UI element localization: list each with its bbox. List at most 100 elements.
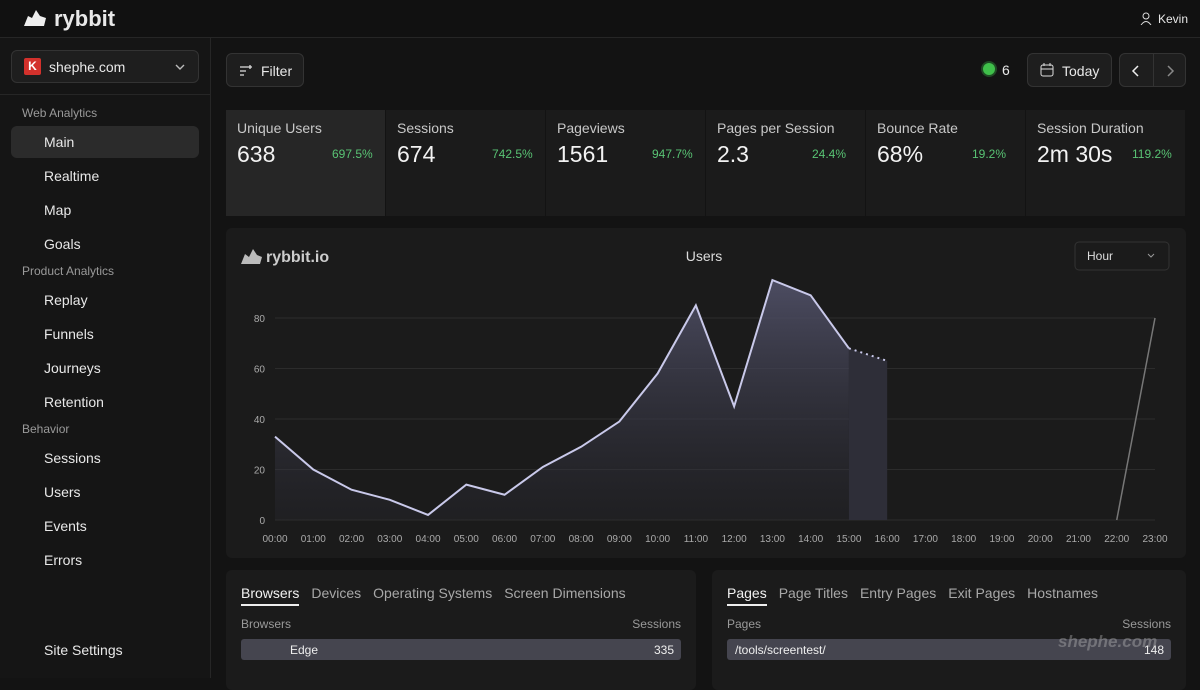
x-tick-label: 23:00 (1142, 534, 1167, 545)
nav-item[interactable]: Site Settings (11, 634, 199, 666)
nav-item[interactable]: Goals (11, 228, 199, 260)
row-value: 148 (1143, 643, 1164, 657)
row-label[interactable]: /tools/screentest/ (735, 643, 826, 657)
chart-logo-icon (241, 249, 262, 264)
stat-value: 1561 (557, 141, 609, 167)
stat-card[interactable]: Session Duration 2m 30s 119.2% (1026, 110, 1186, 216)
tab[interactable]: Browsers (241, 585, 300, 606)
interval-select[interactable] (1074, 241, 1170, 271)
row-label[interactable]: Edge (290, 643, 319, 657)
metric-header: Sessions (632, 617, 681, 631)
stat-label: Sessions (397, 120, 454, 136)
stat-label: Bounce Rate (877, 120, 958, 136)
top-bar: rybbit Kevin (0, 0, 1200, 38)
stat-label: Session Duration (1037, 120, 1144, 136)
site-name: shephe.com (49, 59, 126, 75)
nav-item[interactable]: Replay (11, 284, 199, 316)
metric-header: Sessions (1122, 617, 1171, 631)
x-tick-label: 11:00 (684, 534, 709, 545)
stat-value: 2m 30s (1037, 141, 1113, 167)
nav-item[interactable]: Users (11, 476, 199, 508)
stat-change: 119.2% (1132, 147, 1172, 161)
x-tick-label: 09:00 (607, 534, 632, 545)
filter-label: Filter (261, 63, 293, 79)
nav-item[interactable]: Map (11, 194, 199, 226)
nav-item[interactable]: Main (11, 126, 199, 158)
tab[interactable]: Screen Dimensions (504, 585, 626, 601)
y-tick-label: 0 (259, 516, 265, 527)
nav-label: Sessions (44, 450, 101, 466)
user-icon (1140, 12, 1152, 25)
nav-label: Site Settings (44, 642, 123, 658)
stat-value: 638 (237, 141, 276, 167)
nav-item[interactable]: Retention (11, 386, 199, 418)
calendar-icon (1040, 63, 1054, 77)
row-value: 335 (653, 643, 674, 657)
stat-label: Pages per Session (717, 120, 835, 136)
x-tick-label: 03:00 (377, 534, 402, 545)
nav-label: Errors (44, 552, 83, 568)
row-bar (727, 639, 1171, 660)
nav-label: Funnels (44, 326, 94, 342)
brand: rybbit (54, 6, 116, 31)
x-tick-label: 07:00 (530, 534, 555, 545)
nav-label: Users (44, 484, 81, 500)
date-button[interactable]: Today (1027, 53, 1112, 87)
stat-change: 742.5% (492, 147, 533, 161)
filter-icon (240, 65, 252, 76)
column-header: Pages (727, 617, 762, 631)
tab[interactable]: Exit Pages (948, 585, 1016, 601)
tab[interactable]: Pages (727, 585, 767, 606)
nav-item[interactable]: Realtime (11, 160, 199, 192)
filter-button[interactable]: Filter (226, 53, 304, 87)
y-tick-label: 80 (254, 314, 266, 325)
stat-card[interactable]: Unique Users 638 697.5% (226, 110, 386, 216)
site-selector[interactable]: K shephe.com (11, 50, 199, 83)
nav-label: Main (44, 134, 75, 150)
stat-card[interactable]: Pageviews 1561 947.7% (546, 110, 706, 216)
chart-title: Users (686, 248, 723, 264)
nav-item[interactable]: Journeys (11, 352, 199, 384)
date-nav (1119, 53, 1186, 87)
x-tick-label: 20:00 (1028, 534, 1053, 545)
divider (1153, 54, 1154, 86)
nav-item[interactable]: Errors (11, 544, 199, 576)
nav-item[interactable]: Sessions (11, 442, 199, 474)
stat-card[interactable]: Sessions 674 742.5% (386, 110, 546, 216)
watermark: shephe.com (1058, 632, 1158, 651)
nav-item[interactable]: Events (11, 510, 199, 542)
nav-label: Retention (44, 394, 104, 410)
tab[interactable]: Page Titles (778, 585, 848, 601)
stat-card[interactable]: Bounce Rate 68% 19.2% (866, 110, 1026, 216)
x-tick-label: 13:00 (760, 534, 785, 545)
x-tick-label: 02:00 (339, 534, 364, 545)
nav-label: Replay (44, 292, 88, 308)
nav-item[interactable]: Funnels (11, 318, 199, 350)
row-bar (241, 639, 681, 660)
interval-label: Hour (1087, 249, 1113, 263)
prev-button[interactable] (1130, 64, 1142, 78)
stat-value: 674 (397, 141, 436, 167)
chart-brand: rybbit.io (266, 249, 329, 266)
user-name[interactable]: Kevin (1158, 12, 1189, 26)
x-tick-label: 12:00 (722, 534, 747, 545)
tab[interactable]: Hostnames (1027, 585, 1098, 601)
stats-row: Unique Users 638 697.5% Sessions 674 742.5% Pa… (226, 110, 1186, 216)
y-tick-label: 60 (254, 365, 266, 376)
nav-label: Realtime (44, 168, 100, 184)
nav-label: Goals (44, 236, 81, 252)
x-tick-label: 16:00 (875, 534, 900, 545)
line (1116, 317, 1156, 521)
next-button[interactable] (1164, 64, 1176, 78)
stat-change: 697.5% (332, 147, 373, 161)
tab[interactable]: Devices (311, 585, 362, 601)
chart-panel: rybbit.io Users Hour 0 20 40 60 80 00:00 01:00… (226, 228, 1186, 558)
column-header: Browsers (241, 617, 292, 631)
y-tick-label: 20 (254, 466, 266, 477)
stat-card[interactable]: Pages per Session 2.3 24.4% (706, 110, 866, 216)
x-tick-label: 17:00 (913, 534, 938, 545)
tab[interactable]: Operating Systems (373, 585, 493, 601)
x-tick-label: 10:00 (645, 534, 670, 545)
tab[interactable]: Entry Pages (859, 585, 937, 601)
